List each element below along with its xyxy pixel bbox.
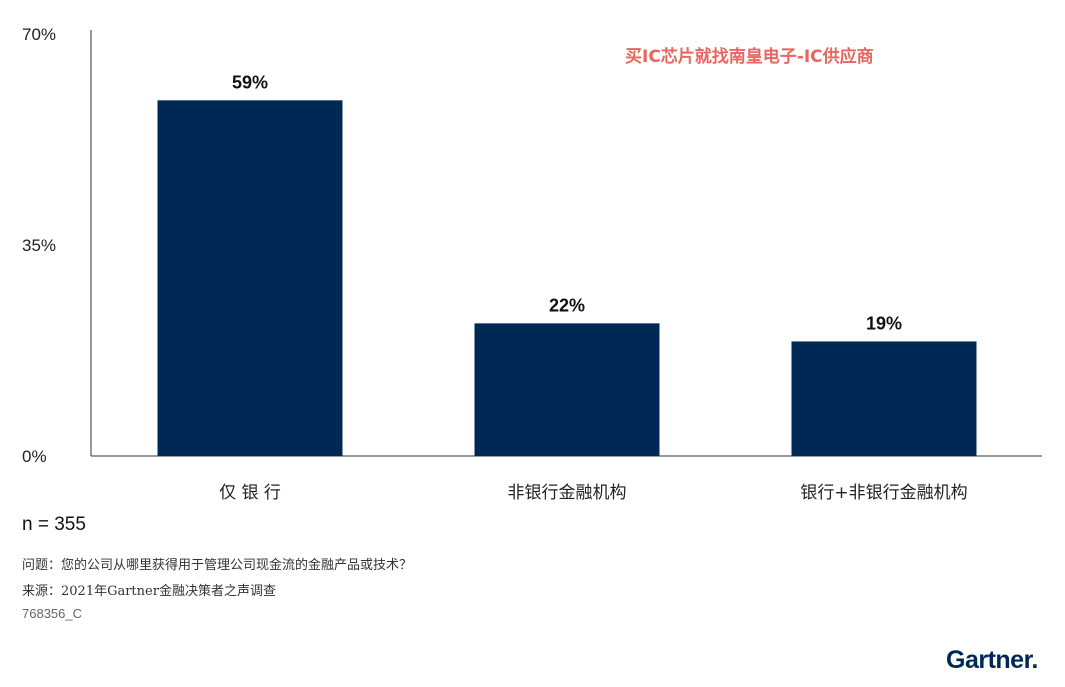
source-note: 来源：2021年Gartner金融决策者之声调查 [22,584,276,599]
y-tick-label: 35% [22,236,56,255]
category-label: 非银行金融机构 [508,483,627,503]
category-label: 仅 银 行 [219,483,281,503]
bar-value-label: 22% [549,295,585,315]
y-tick-label: 70% [22,25,56,44]
bar [791,341,977,456]
question-note: 问题：您的公司从哪里获得用于管理公司现金流的金融产品或技术？ [22,558,413,573]
y-tick-label: 0% [22,447,47,466]
bar-value-label: 59% [232,72,268,92]
gartner-logo: Gartner. [946,646,1038,674]
sample-size-label: n = 355 [22,514,86,535]
figure-code: 768356_C [22,606,82,621]
bar [474,323,660,456]
bar [157,100,343,457]
bar-value-label: 19% [866,313,902,333]
watermark-text: 买IC芯片就找南皇电子-IC供应商 [625,47,874,67]
category-label: 银行+非银行金融机构 [800,483,967,503]
